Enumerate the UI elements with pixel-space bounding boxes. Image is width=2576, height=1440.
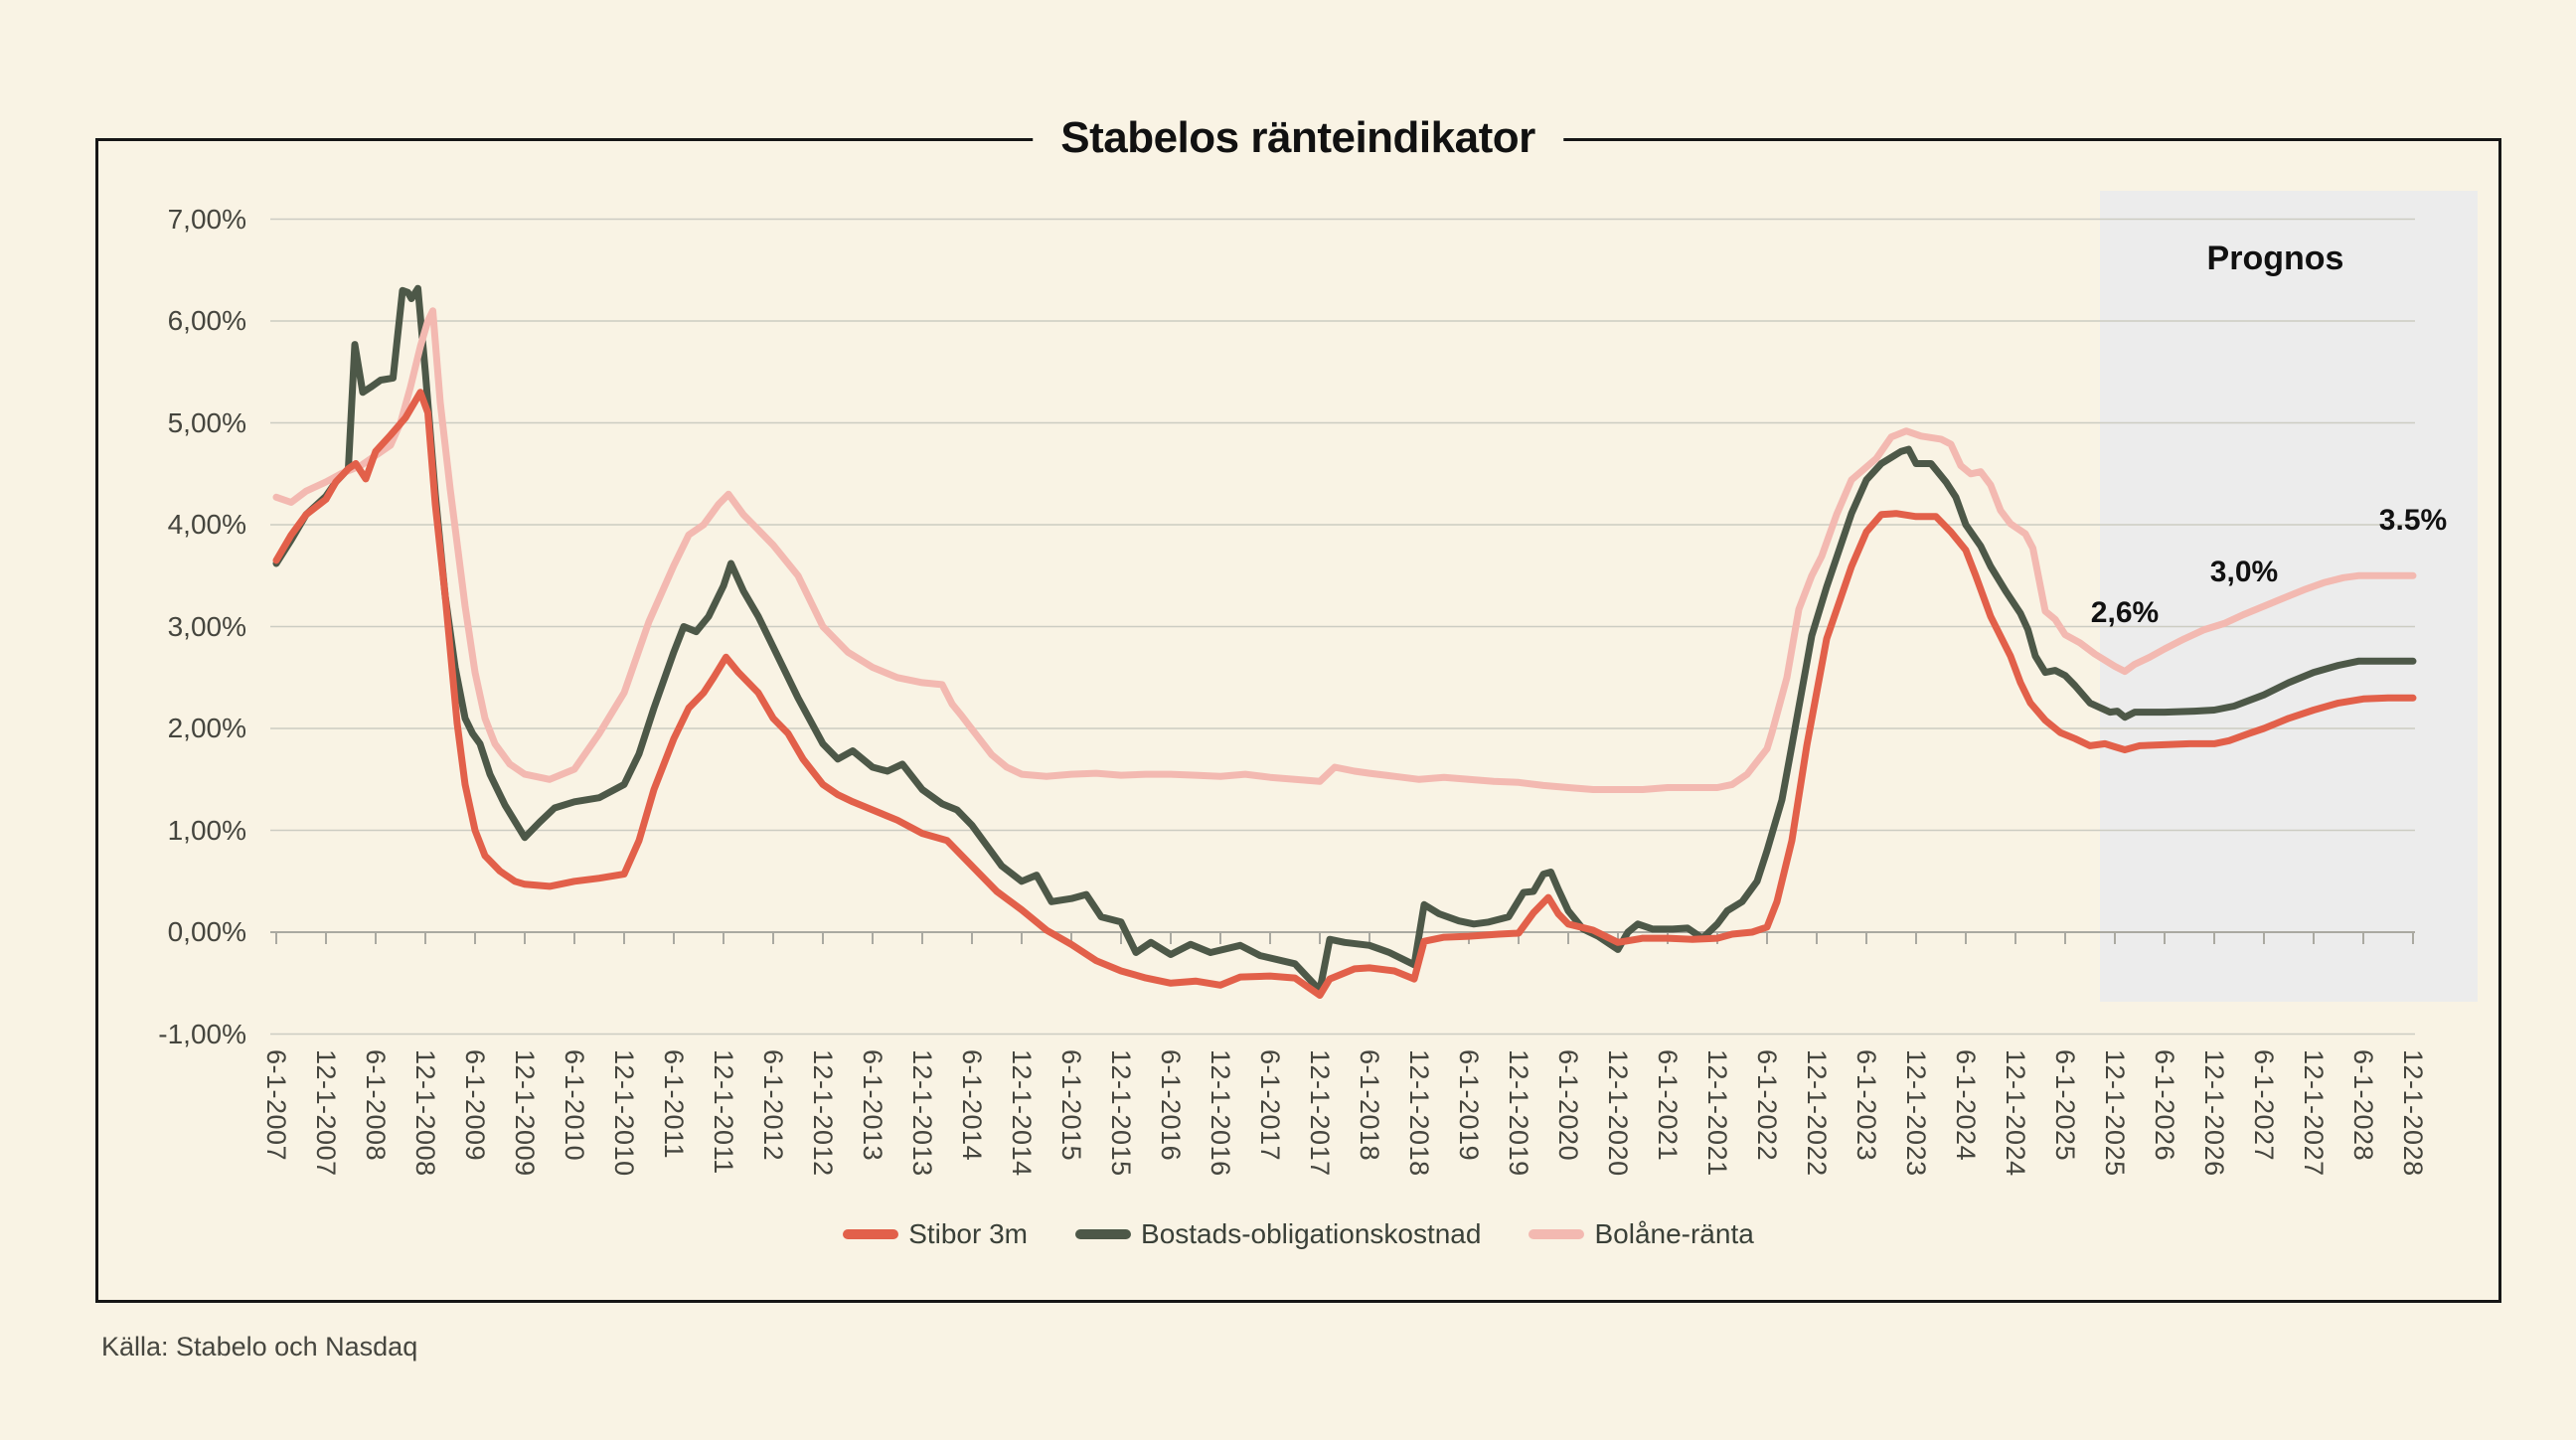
x-axis-label: 6-1-2027 — [2249, 1049, 2279, 1162]
x-axis-label: 6-1-2014 — [957, 1049, 987, 1162]
legend-label-bolanerata: Bolåne-ränta — [1594, 1218, 1754, 1249]
legend-label-bostadsobligation: Bostads-obligationskostnad — [1141, 1218, 1482, 1249]
series-line-bostads-obligationskostnad — [272, 284, 2417, 994]
x-axis-label: 6-1-2009 — [460, 1049, 490, 1162]
legend-item-stibor: Stibor 3m — [843, 1218, 1028, 1250]
series-line-stibor-3m — [272, 389, 2417, 999]
x-axis-label: 12-1-2027 — [2299, 1049, 2329, 1177]
x-axis-label: 6-1-2024 — [1951, 1049, 1981, 1162]
x-axis-label: 6-1-2025 — [2050, 1049, 2080, 1162]
x-axis-label: 6-1-2015 — [1056, 1049, 1086, 1162]
y-axis-label: 0,00% — [167, 916, 246, 947]
x-axis-label: 12-1-2020 — [1603, 1049, 1633, 1177]
x-axis-label: 12-1-2018 — [1404, 1049, 1434, 1177]
y-axis-label: 7,00% — [167, 203, 246, 235]
x-axis-label: 12-1-2025 — [2100, 1049, 2130, 1177]
x-axis-label: 12-1-2014 — [1007, 1049, 1037, 1177]
x-axis-label: 12-1-2012 — [808, 1049, 838, 1177]
y-axis-label: 3,00% — [167, 610, 246, 642]
x-axis-label: 12-1-2009 — [510, 1049, 540, 1177]
x-axis-label: 6-1-2013 — [858, 1049, 887, 1162]
x-axis-label: 6-1-2008 — [361, 1049, 391, 1162]
value-annotation: 3,0% — [2209, 555, 2279, 588]
y-axis-label: 4,00% — [167, 509, 246, 540]
x-axis-label: 12-1-2016 — [1206, 1049, 1235, 1177]
x-axis-label: 12-1-2015 — [1106, 1049, 1136, 1177]
x-axis-label: 12-1-2023 — [1901, 1049, 1931, 1177]
y-axis-label: 2,00% — [167, 713, 246, 743]
x-axis-label: 6-1-2028 — [2348, 1049, 2378, 1162]
x-axis-label: 6-1-2021 — [1653, 1049, 1683, 1162]
x-axis-label: 6-1-2022 — [1752, 1049, 1782, 1162]
chart-title: Stabelos ränteindikator — [1033, 111, 1563, 165]
x-axis-label: 12-1-2008 — [410, 1049, 440, 1177]
x-axis-label: 6-1-2023 — [1852, 1049, 1881, 1162]
legend-item-bostadsobligation: Bostads-obligationskostnad — [1075, 1218, 1481, 1250]
series-line-bol-ne-r-nta — [272, 307, 2417, 793]
x-axis-label: 12-1-2013 — [907, 1049, 937, 1177]
y-axis-label: 6,00% — [167, 305, 246, 336]
value-annotation: 3.5% — [2378, 504, 2448, 538]
forecast-label: Prognos — [2206, 240, 2344, 277]
x-axis-label: 12-1-2007 — [311, 1049, 341, 1177]
x-axis-label: 12-1-2017 — [1305, 1049, 1335, 1177]
x-axis-label: 12-1-2010 — [609, 1049, 639, 1177]
x-axis-label: 12-1-2019 — [1504, 1049, 1533, 1177]
x-axis-label: 6-1-2017 — [1255, 1049, 1285, 1162]
y-axis-label: -1,00% — [158, 1018, 246, 1049]
legend: Stibor 3m Bostads-obligationskostnad Bol… — [95, 1218, 2501, 1250]
source-note: Källa: Stabelo och Nasdaq — [101, 1332, 418, 1361]
x-axis-label: 6-1-2018 — [1355, 1049, 1384, 1162]
y-axis-label: 1,00% — [167, 814, 246, 846]
legend-label-stibor: Stibor 3m — [908, 1218, 1029, 1249]
x-axis-label: 6-1-2016 — [1156, 1049, 1186, 1162]
x-axis-label: 6-1-2011 — [659, 1049, 689, 1160]
value-annotation: 2,6% — [2090, 595, 2160, 629]
x-axis-label: 12-1-2028 — [2398, 1049, 2428, 1177]
legend-swatch-bolanerata — [1529, 1229, 1585, 1239]
legend-item-bolanerata: Bolåne-ränta — [1529, 1218, 1754, 1250]
x-axis-label: 12-1-2021 — [1702, 1049, 1732, 1177]
x-axis-label: 12-1-2011 — [709, 1049, 738, 1175]
x-axis-label: 6-1-2026 — [2150, 1049, 2179, 1162]
legend-swatch-stibor — [843, 1229, 899, 1239]
x-axis-label: 6-1-2010 — [560, 1049, 589, 1162]
x-axis-label: 6-1-2007 — [261, 1049, 291, 1162]
x-axis-label: 12-1-2024 — [2001, 1049, 2030, 1177]
x-axis-label: 12-1-2026 — [2199, 1049, 2229, 1177]
x-axis-label: 6-1-2012 — [758, 1049, 788, 1162]
x-axis-label: 12-1-2022 — [1802, 1049, 1832, 1177]
legend-swatch-bostadsobligation — [1075, 1229, 1132, 1239]
y-axis-label: 5,00% — [167, 406, 246, 438]
x-axis-label: 6-1-2020 — [1553, 1049, 1583, 1162]
x-axis-label: 6-1-2019 — [1454, 1049, 1484, 1162]
